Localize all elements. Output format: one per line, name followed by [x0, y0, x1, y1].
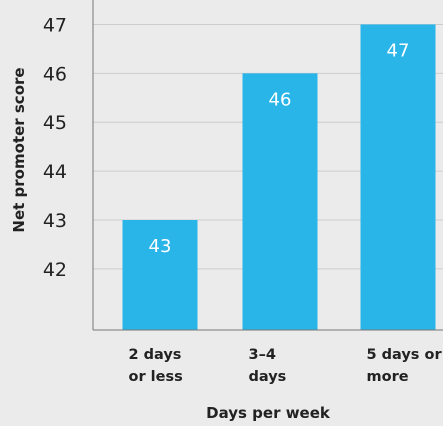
labels: 42 43 44 45 46 47 43 2 days or less 46 3–4 days 47 5 …	[43, 14, 443, 385]
axes	[92, 0, 443, 331]
bar-3	[360, 24, 436, 330]
x-category-label: days	[249, 369, 287, 385]
x-category-label: 2 days	[129, 347, 182, 363]
y-tick-label: 46	[43, 63, 67, 85]
x-category-label: 5 days or	[367, 347, 443, 363]
bar-value-label: 43	[149, 236, 172, 257]
x-category-label: or less	[129, 369, 183, 385]
bar-value-label: 46	[269, 89, 292, 110]
y-tick-label: 45	[43, 112, 67, 134]
x-category-label: more	[367, 369, 409, 385]
bar-1	[122, 220, 198, 330]
bar-2	[242, 73, 318, 330]
x-category-label: 3–4	[249, 347, 276, 363]
y-tick-label: 44	[43, 161, 67, 183]
y-tick-label: 47	[43, 14, 67, 36]
y-tick-label: 43	[43, 210, 67, 232]
x-axis-title: Days per week	[206, 404, 331, 422]
bars	[122, 24, 436, 330]
y-axis-title: Net promoter score	[10, 67, 28, 232]
bar-value-label: 47	[387, 40, 410, 61]
y-tick-label: 42	[43, 259, 67, 281]
